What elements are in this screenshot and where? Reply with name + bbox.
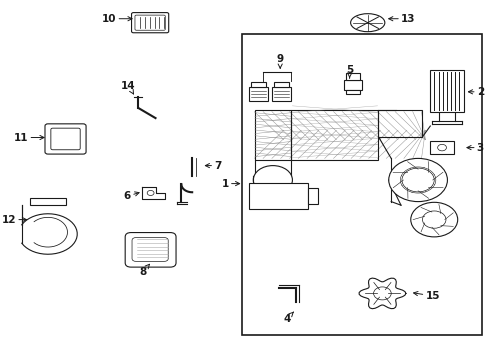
Bar [346,90,359,94]
Text: 8: 8 [139,264,149,277]
Bar [343,80,362,90]
Circle shape [388,158,447,202]
FancyBboxPatch shape [131,13,168,33]
Bar [254,110,291,160]
Text: 13: 13 [388,14,415,24]
FancyBboxPatch shape [125,233,176,267]
Text: 5: 5 [346,65,352,78]
Circle shape [401,168,433,192]
Text: 9: 9 [276,54,283,68]
Text: 2: 2 [468,87,483,97]
Bar [242,34,481,335]
FancyBboxPatch shape [45,124,86,154]
Bar [378,110,422,137]
Bar [429,141,453,154]
FancyBboxPatch shape [51,128,80,150]
Circle shape [422,211,445,228]
Text: 12: 12 [1,215,26,225]
Text: 15: 15 [413,291,439,301]
Ellipse shape [350,14,384,32]
Bar [249,183,307,209]
Text: 1: 1 [221,179,239,189]
Text: 6: 6 [123,191,139,201]
Bar [429,70,463,112]
Bar [291,110,378,160]
Bar [251,82,265,87]
Text: 14: 14 [121,81,136,94]
Circle shape [410,202,457,237]
Text: 10: 10 [102,14,132,24]
Text: 7: 7 [205,161,221,171]
Text: 4: 4 [283,312,293,324]
Bar [346,73,359,80]
Circle shape [147,190,154,195]
Bar [272,87,290,101]
Bar [307,188,317,204]
Circle shape [373,287,390,300]
Circle shape [253,166,292,194]
Bar [274,82,288,87]
Circle shape [437,144,446,151]
Text: 11: 11 [14,132,44,143]
Polygon shape [142,187,165,199]
FancyBboxPatch shape [135,15,165,30]
Bar [249,87,267,101]
Bar [30,198,65,205]
FancyBboxPatch shape [132,238,168,261]
Text: 3: 3 [466,143,483,153]
